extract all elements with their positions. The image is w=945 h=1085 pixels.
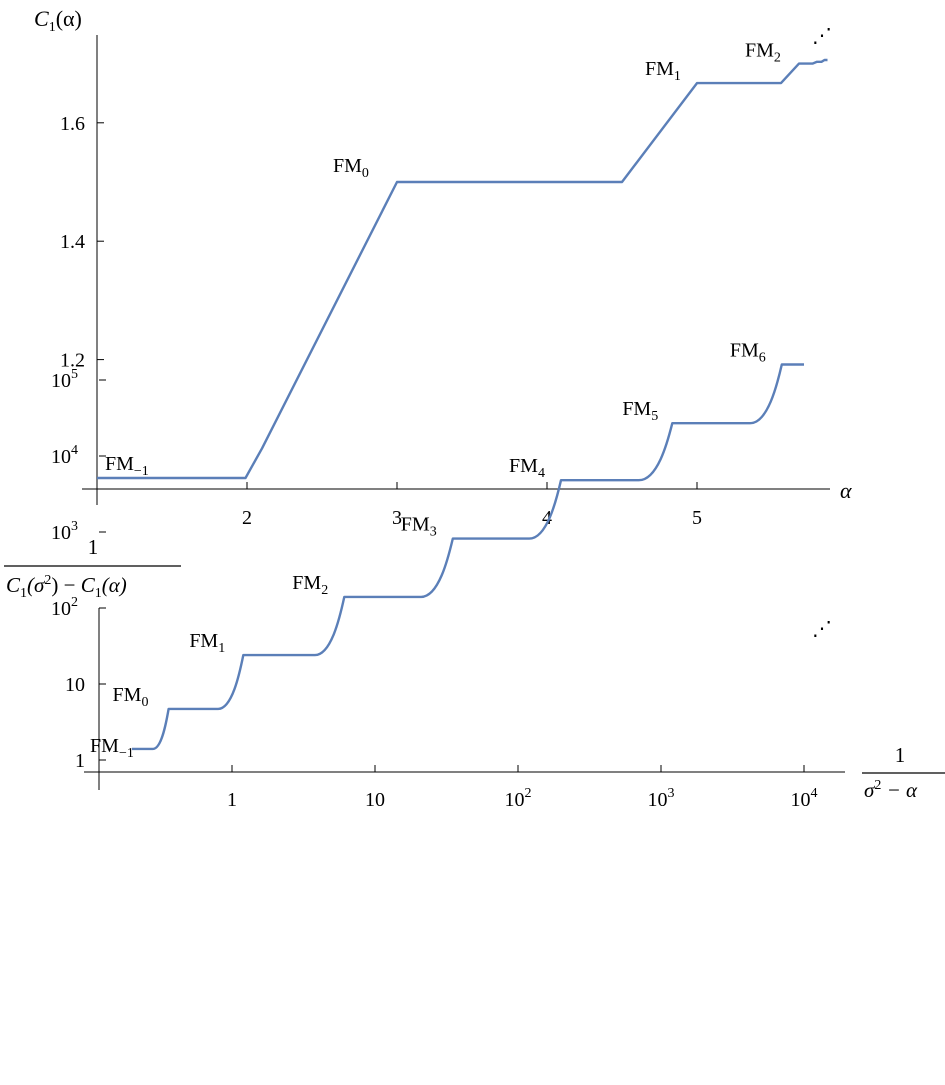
- annotation-label: FM0: [113, 684, 149, 710]
- x-tick-label: 10: [365, 789, 385, 811]
- x-axis-label: 1 σ2 − α: [862, 743, 945, 802]
- x-tick-label: 4: [542, 507, 552, 529]
- y-tick-label: 1.6: [60, 113, 85, 135]
- annotation-label: FM4: [509, 455, 545, 481]
- annotation-group: FM−1 FM0 FM1 FM2 FM3 FM4 FM5 FM6: [90, 339, 766, 760]
- x-tick-label: 2: [242, 507, 252, 529]
- x-tick-label: 104: [791, 786, 818, 811]
- chart-log-log: 1 C1(σ2) − C1(α) 1 σ2 − α 1 10 102 103 10411…: [4, 339, 945, 811]
- x-axis-label-denominator: σ2 − α: [864, 778, 918, 802]
- annotation-label: FM5: [622, 398, 658, 424]
- annotation-label: FM0: [333, 155, 369, 181]
- x-tick-label: 1: [227, 789, 237, 811]
- y-axis-label-denominator: C1(σ2) − C1(α): [6, 573, 127, 601]
- continuation-ellipsis: ⋰: [812, 25, 832, 47]
- y-tick-label: 102: [51, 595, 78, 620]
- annotation-label: FM6: [730, 339, 766, 365]
- x-axis-label-numerator: 1: [895, 743, 906, 767]
- y-tick-label: 10: [65, 674, 85, 696]
- x-tick-label: 3: [392, 507, 402, 529]
- y-tick-label: 1.4: [60, 231, 85, 253]
- continuation-ellipsis: ⋰: [812, 618, 832, 640]
- x-axis-label: α: [840, 478, 852, 503]
- x-tick-label: 102: [505, 786, 532, 811]
- y-tick-label: 1: [75, 750, 85, 772]
- annotation-group: FM−1 FM0 FM1 FM2: [105, 40, 781, 479]
- y-tick-label: 104: [51, 443, 78, 468]
- y-tick-label: 103: [51, 519, 78, 544]
- y-axis-label: C1(α): [34, 6, 82, 35]
- tick-group: 2 3 4 5 1.2 1.4 1.6: [60, 113, 702, 529]
- annotation-label: FM1: [645, 58, 681, 84]
- tick-group: 1 10 102 103 104 1 10 102 103 104 105: [51, 367, 818, 811]
- y-tick-label: 1.2: [60, 350, 85, 372]
- annotation-label: FM1: [189, 630, 225, 656]
- series-line: [132, 363, 804, 751]
- annotation-label: FM3: [401, 514, 437, 540]
- x-tick-label: 103: [648, 786, 675, 811]
- series-line: [97, 58, 828, 480]
- chart-linear: C1(α) α 2 3 4 5 1.2 1.4 1.6 FM−1 FM0 FM1 FM2 ⋰: [34, 6, 852, 529]
- annotation-label: FM−1: [105, 453, 149, 479]
- annotation-label: FM2: [292, 572, 328, 598]
- x-tick-label: 5: [692, 507, 702, 529]
- y-tick-label: 105: [51, 367, 78, 392]
- annotation-label: FM−1: [90, 735, 134, 761]
- y-axis-label: 1 C1(σ2) − C1(α): [4, 535, 181, 601]
- y-axis-label-numerator: 1: [88, 535, 99, 559]
- annotation-label: FM2: [745, 40, 781, 66]
